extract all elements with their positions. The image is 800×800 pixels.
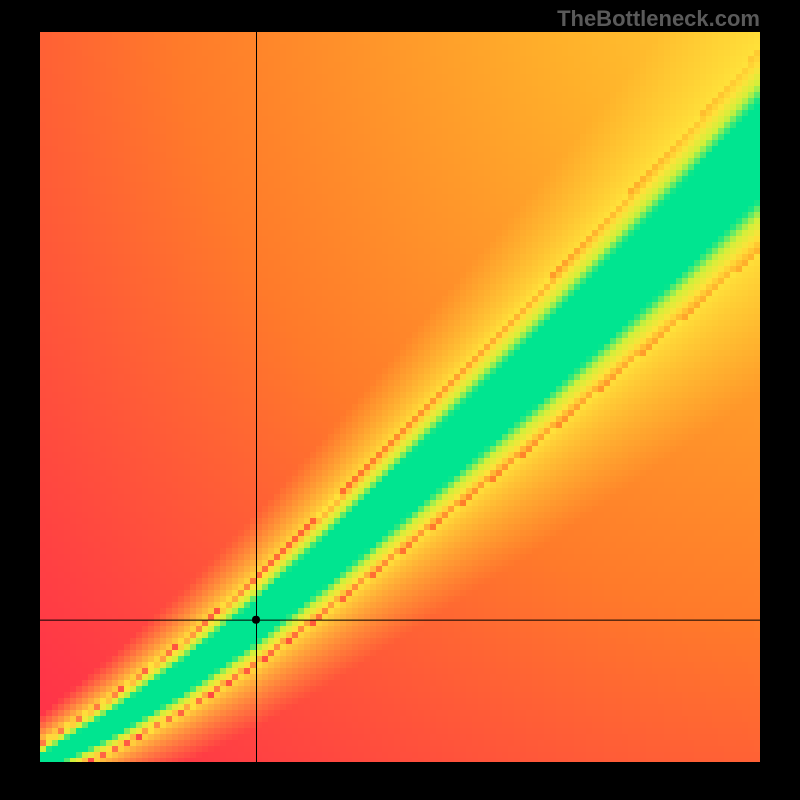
heatmap-canvas	[40, 32, 760, 762]
bottleneck-heatmap	[40, 32, 760, 762]
watermark-text: TheBottleneck.com	[557, 6, 760, 32]
